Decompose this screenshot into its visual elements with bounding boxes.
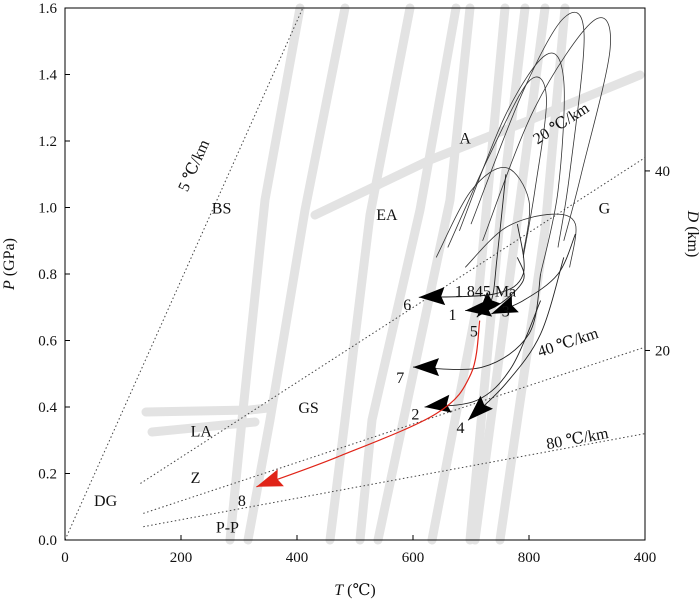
pt-path-arrow-2 — [424, 394, 452, 413]
facies-label-5: GS — [298, 400, 318, 417]
y-tick-label: 0.6 — [38, 334, 57, 350]
facies-boundary-1 — [225, 3, 305, 545]
x-tick-label: 600 — [402, 550, 425, 566]
facies-boundary-10 — [310, 70, 645, 220]
facies-boundary-2 — [243, 3, 350, 545]
facies-label-7: Z — [191, 470, 201, 487]
facies-label-8: DG — [94, 493, 118, 510]
y-tick-label: 1.0 — [38, 201, 57, 217]
y-tick-label: 0.4 — [38, 400, 57, 416]
pt-path-label-7: 7 — [396, 370, 404, 387]
pt-path-label-8: 8 — [238, 493, 246, 510]
pt-path-arrow-7 — [413, 358, 439, 377]
y-tick-label: 0.0 — [38, 533, 57, 549]
facies-label-1: BS — [212, 201, 232, 218]
facies-label-9: P-P — [216, 520, 239, 537]
geotherm-line-3 — [143, 346, 646, 514]
x-tick-label: 0 — [61, 550, 69, 566]
facies-boundary-4 — [355, 3, 461, 545]
x-tick-label: 400 — [286, 550, 309, 566]
pt-path-label-5: 5 — [470, 324, 478, 341]
facies-boundary-7 — [470, 3, 550, 545]
chart-labels: BS EA A G GS LA Z DG P-P 1 845 Ma — [94, 131, 611, 537]
facies-boundary-5 — [373, 3, 475, 545]
geotherm-line-2 — [140, 157, 646, 484]
geotherm-line-4 — [143, 433, 646, 528]
geotherm-label-4: 80 ℃/km — [545, 425, 610, 453]
pt-loop-4 — [482, 17, 611, 241]
x-tick-label: 400 — [634, 550, 657, 566]
x-axis-title: T (℃) — [334, 582, 375, 599]
pt-loop-3 — [470, 11, 585, 248]
facies-label-2: EA — [376, 207, 398, 224]
pt-path-label-2: 2 — [411, 407, 419, 424]
facies-label-4: G — [599, 201, 611, 218]
facies-boundary-6 — [427, 3, 510, 545]
pt-path-arrow-5 — [476, 291, 501, 318]
facies-label-3: A — [459, 131, 471, 148]
facies-boundary-3 — [325, 3, 415, 545]
geotherm-line-1 — [64, 7, 304, 541]
facies-boundary-12 — [147, 417, 260, 437]
y-tick-label: 1.2 — [38, 134, 57, 150]
pt-path-6 — [418, 224, 525, 298]
pt-path-arrow-6 — [418, 287, 446, 306]
pt-path-label-4: 4 — [457, 420, 465, 437]
pt-path-label-1: 1 — [448, 307, 456, 324]
y2-axis-title: D (km) — [684, 210, 700, 258]
pt-path-2 — [424, 300, 542, 408]
y-axis-title: P (GPa) — [1, 238, 18, 291]
y-tick-label: 0.8 — [38, 267, 57, 283]
y2-tick-label: 40 — [655, 164, 670, 180]
pt-loop-6 — [464, 213, 577, 268]
x-tick-label: 200 — [170, 550, 193, 566]
geotherm-label-3: 40 ℃/km — [536, 325, 601, 361]
pt-loop-5 — [435, 167, 531, 258]
y-tick-label: 0.2 — [38, 467, 57, 483]
y-tick-label: 1.4 — [38, 68, 57, 84]
pt-path-arrow-8 — [256, 469, 284, 487]
pt-paths: 1 2 3 4 5 6 7 8 — [238, 174, 576, 510]
pt-path-8 — [256, 320, 481, 488]
pt-path-label-3: 3 — [502, 304, 510, 321]
facies-boundary-8 — [465, 3, 530, 545]
x-tick-label: 800 — [518, 550, 541, 566]
pt-loop-2 — [459, 52, 565, 275]
y2-tick-label: 20 — [655, 343, 670, 359]
pt-loop-curves — [435, 11, 611, 275]
geotherm-label-1: 5 ℃/km — [175, 137, 213, 194]
age-annotation: 1 845 Ma — [455, 284, 516, 301]
pt-path-label-6: 6 — [403, 297, 411, 314]
pt-path-7 — [412, 273, 542, 370]
y-tick-label: 1.6 — [38, 1, 57, 17]
facies-label-6: LA — [191, 423, 213, 440]
pt-path-4 — [467, 257, 565, 421]
pt-path-arrow-3 — [491, 295, 519, 314]
facies-boundary-11 — [141, 403, 273, 417]
facies-boundary-9 — [495, 3, 570, 545]
pt-path-arrow-4 — [468, 395, 493, 421]
facies-boundaries — [141, 3, 645, 545]
